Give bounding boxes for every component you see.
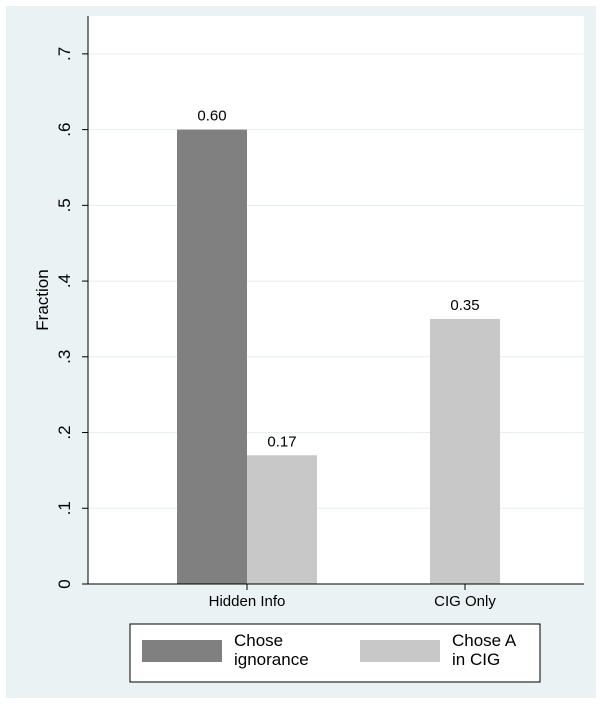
bar-value-label: 0.60: [197, 108, 226, 125]
x-category-label: Hidden Info: [209, 593, 286, 610]
x-category-label: CIG Only: [434, 593, 496, 610]
bar: [430, 318, 500, 584]
y-tick-label: .7: [55, 47, 74, 61]
y-tick-label: .2: [55, 425, 74, 439]
y-tick-label: .1: [55, 501, 74, 515]
y-tick-label: .4: [55, 274, 74, 288]
y-tick-label: .6: [55, 123, 74, 137]
legend-label-chose-ignorance: Chose ignorance: [234, 631, 309, 669]
bars: 0.60 0.17 0.35: [177, 108, 500, 584]
bar-value-label: 0.17: [267, 433, 296, 450]
y-tick-label: 0: [55, 579, 74, 588]
plot-area: [88, 16, 584, 584]
y-tick-label: .3: [55, 350, 74, 364]
bar: [247, 455, 317, 584]
legend-swatch-chose-ignorance: [142, 640, 222, 662]
gridlines: [88, 53, 584, 509]
legend-label-chose-a-in-cig: Chose A in CIG: [452, 631, 517, 669]
legend: [129, 623, 541, 683]
legend-swatch-chose-a-in-cig: [360, 640, 440, 662]
bar: [177, 129, 247, 584]
y-tick-label: .5: [55, 198, 74, 212]
bar-value-label: 0.35: [450, 297, 479, 314]
axes: 0 .1 .2 .3 .4 .5 .6 .7 Hidden Info CIG Only: [55, 16, 584, 610]
y-axis-label: Fraction: [33, 269, 52, 330]
